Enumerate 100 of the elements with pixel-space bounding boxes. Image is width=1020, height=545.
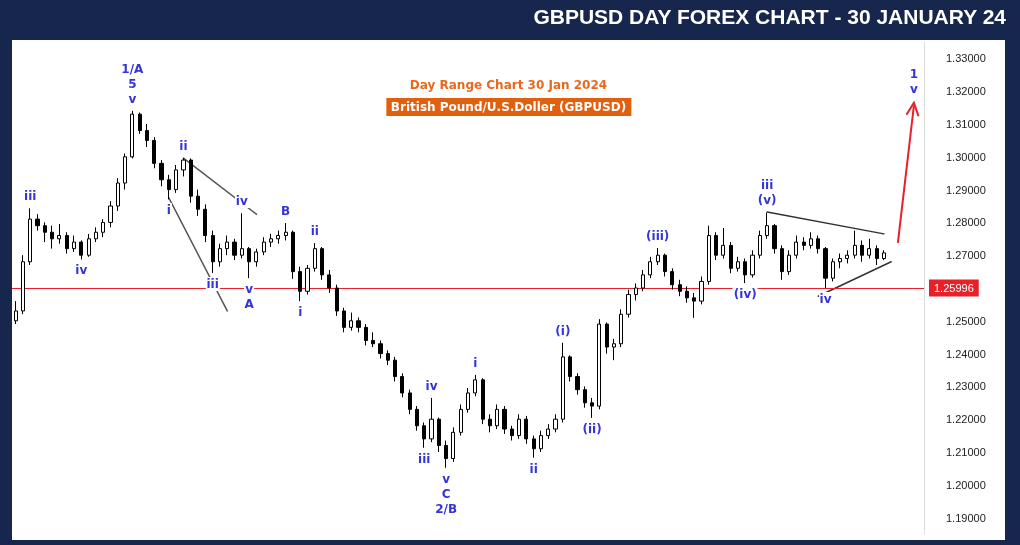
candlestick [809, 231, 813, 250]
candlestick [291, 230, 295, 280]
candlestick [50, 225, 54, 250]
candlestick [211, 230, 215, 274]
candlestick [393, 356, 397, 382]
annotation: ii [309, 224, 320, 239]
candlestick [145, 123, 149, 148]
candlestick [721, 227, 725, 259]
candlestick [758, 230, 762, 259]
y-tick-label: 1.22000 [946, 413, 986, 426]
candlestick [65, 231, 69, 255]
candlestick [750, 249, 755, 278]
candlestick [619, 308, 623, 348]
candlestick [276, 230, 280, 245]
annotation: iv [74, 263, 89, 278]
candlestick [488, 413, 492, 433]
candlestick [714, 231, 718, 261]
annotation: (ii) [581, 421, 603, 436]
candlestick [159, 159, 164, 187]
candlestick [612, 338, 616, 361]
ref-line-label: 1.25996 [934, 282, 974, 294]
candlestick [123, 153, 127, 191]
candlestick [378, 339, 383, 360]
candlestick [663, 253, 667, 278]
candlestick [561, 342, 565, 423]
y-tick-label: 1.27000 [946, 249, 986, 262]
candlestick [831, 257, 835, 282]
annotation: B [280, 204, 292, 219]
candlestick [648, 256, 652, 279]
candlestick [400, 372, 404, 398]
candlestick [510, 425, 514, 442]
candlestick [254, 248, 258, 268]
candlestick [575, 372, 580, 396]
chart-title: GBPUSD DAY FOREX CHART - 30 JANUARY 24 [533, 5, 1006, 29]
candlestick [429, 397, 434, 443]
candlestick [349, 312, 353, 332]
candlestick [444, 440, 448, 469]
candlestick [590, 397, 594, 419]
candlestick [232, 238, 237, 261]
candlestick [656, 247, 660, 266]
candlestick [101, 218, 105, 238]
candlestick [94, 226, 98, 243]
candlestick [634, 282, 638, 301]
candlestick [152, 136, 156, 169]
candlestick [451, 426, 455, 463]
annotation: 1/A [120, 61, 145, 76]
annotation: iii [23, 189, 38, 204]
candlestick [466, 387, 470, 414]
candlestick [240, 212, 244, 259]
candlestick [130, 110, 134, 159]
annotation: (i) [554, 323, 572, 338]
candlestick [787, 249, 791, 276]
annotation: iv [818, 292, 833, 306]
candlestick [845, 249, 849, 264]
candlestick [437, 417, 441, 453]
annotation: ii [528, 461, 539, 476]
candlestick [568, 354, 572, 382]
candlestick [502, 405, 507, 435]
candlestick [262, 236, 266, 256]
annotation: i [165, 203, 172, 218]
candlestick [875, 244, 879, 266]
y-tick-label: 1.24000 [946, 347, 986, 360]
candlestick [218, 243, 222, 268]
candlestick [35, 213, 40, 232]
y-tick-label: 1.21000 [946, 446, 986, 458]
candlestick [597, 318, 601, 410]
candlestick [780, 244, 784, 281]
annotation: i [472, 355, 479, 370]
candlestick [692, 292, 696, 319]
candlestick [853, 230, 857, 259]
candlestick [313, 242, 317, 273]
candlestick [743, 257, 747, 284]
annotation: C [440, 486, 452, 501]
candlestick [181, 157, 186, 177]
candlestick [87, 233, 91, 258]
annotation: v [908, 81, 919, 96]
candlestick [860, 239, 864, 263]
y-tick-label: 1.32000 [946, 85, 986, 98]
annotation: iii [205, 276, 220, 291]
y-tick-label: 1.31000 [946, 118, 986, 130]
annotation: British Pound/U.S.Doller (GBPUSD) [385, 98, 632, 116]
annotation: 1 [908, 66, 920, 81]
candlestick [327, 269, 331, 294]
candlestick [167, 174, 171, 200]
candlestick [553, 413, 558, 433]
annotation: v [244, 282, 255, 297]
candlestick [320, 246, 324, 281]
y-tick-label: 1.19000 [946, 511, 986, 524]
candlestick [685, 285, 689, 304]
y-tick-label: 1.33000 [946, 52, 986, 65]
y-tick-label: 1.28000 [946, 216, 986, 229]
candlestick [670, 267, 674, 291]
candlestick [342, 307, 346, 333]
candlestick [415, 405, 419, 432]
candlestick [225, 235, 229, 256]
candlestick [21, 254, 25, 315]
candlestick [816, 235, 820, 255]
candlestick [196, 189, 200, 217]
candlestick [678, 279, 682, 297]
candlestick [72, 235, 76, 253]
